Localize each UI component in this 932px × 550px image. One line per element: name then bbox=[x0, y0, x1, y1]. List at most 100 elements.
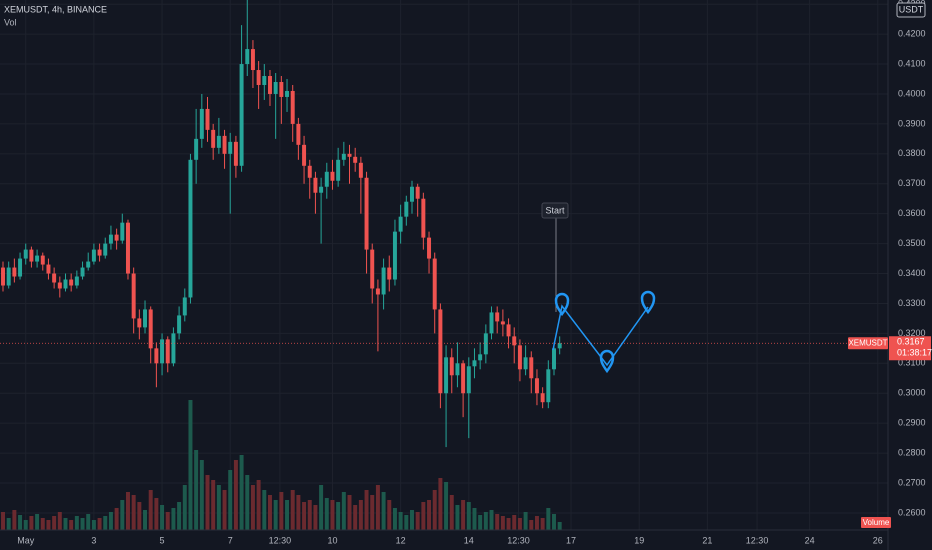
candle-body bbox=[228, 141, 233, 154]
volume-bar bbox=[375, 485, 380, 530]
volume-bar bbox=[12, 510, 17, 530]
y-tick-label: 0.4000 bbox=[898, 88, 926, 98]
y-tick-label: 0.4100 bbox=[898, 58, 926, 68]
candle-body bbox=[529, 357, 534, 379]
volume-bar bbox=[427, 500, 432, 530]
volume-bar bbox=[188, 400, 193, 530]
candle-body bbox=[478, 354, 483, 361]
volume-layer bbox=[1, 400, 562, 530]
currency-box[interactable] bbox=[896, 2, 926, 18]
candle-body bbox=[69, 279, 74, 286]
volume-bar bbox=[307, 500, 312, 530]
candle-body bbox=[160, 339, 165, 364]
volume-bar bbox=[125, 492, 130, 530]
y-tick-label: 0.3700 bbox=[898, 178, 926, 188]
volume-bar bbox=[222, 490, 227, 530]
candle-body bbox=[6, 267, 11, 286]
volume-bar bbox=[97, 518, 102, 530]
volume-bar bbox=[52, 516, 57, 530]
volume-bar bbox=[228, 470, 233, 530]
candle-body bbox=[285, 90, 290, 97]
volume-bar bbox=[466, 502, 471, 530]
volume-bar bbox=[461, 500, 466, 530]
candle-body bbox=[353, 156, 358, 163]
volume-bar bbox=[86, 514, 91, 530]
candle-body bbox=[500, 321, 505, 325]
y-tick-label: 0.3600 bbox=[898, 208, 926, 218]
candle-body bbox=[506, 324, 511, 337]
volume-bar bbox=[387, 500, 392, 530]
volume-bar bbox=[546, 508, 551, 530]
candle-body bbox=[143, 309, 148, 328]
volume-bar bbox=[324, 498, 329, 530]
volume-bar bbox=[517, 518, 522, 530]
y-tick-label: 0.2600 bbox=[898, 507, 926, 517]
candle-body bbox=[557, 343, 562, 349]
candle-body bbox=[12, 267, 17, 277]
volume-bar bbox=[211, 480, 216, 530]
candle-body bbox=[137, 318, 142, 328]
x-tick-label: 10 bbox=[327, 535, 337, 545]
volume-bar bbox=[421, 502, 426, 530]
volume-bar bbox=[449, 495, 454, 530]
candle-body bbox=[120, 222, 125, 241]
candle-body bbox=[91, 249, 96, 262]
symbol-tag-label: XEMUSDT bbox=[848, 338, 887, 347]
candle-body bbox=[512, 336, 517, 346]
candle-body bbox=[97, 249, 102, 256]
candle-body bbox=[461, 363, 466, 394]
candle-body bbox=[546, 369, 551, 403]
x-tick-label: 12:30 bbox=[269, 535, 292, 545]
currency-label[interactable]: USDT bbox=[899, 4, 924, 14]
candle-body bbox=[46, 264, 51, 274]
candle-body bbox=[438, 309, 443, 394]
candle-body bbox=[250, 49, 255, 71]
projection-path bbox=[552, 304, 649, 367]
volume-bar bbox=[290, 490, 295, 530]
volume-bar bbox=[165, 512, 170, 530]
volume-tag bbox=[861, 517, 891, 528]
volume-bar bbox=[444, 482, 449, 530]
candle-body bbox=[108, 234, 113, 244]
y-tick-label: 0.3800 bbox=[898, 148, 926, 158]
candle-body bbox=[444, 357, 449, 394]
candle-body bbox=[370, 249, 375, 289]
volume-bar bbox=[120, 500, 125, 530]
candle-body bbox=[347, 153, 352, 157]
volume-bar bbox=[182, 485, 187, 530]
volume-bar bbox=[46, 520, 51, 530]
volume-bar bbox=[63, 518, 68, 530]
chart-title: XEMUSDT, 4h, BINANCE bbox=[4, 4, 107, 14]
candle-body bbox=[165, 339, 170, 364]
volume-bar bbox=[29, 516, 34, 530]
candle-body bbox=[307, 165, 312, 178]
volume-bar bbox=[404, 515, 409, 530]
volume-bar bbox=[239, 455, 244, 530]
candle-body bbox=[364, 177, 369, 250]
candle-body bbox=[449, 357, 454, 376]
candle-body bbox=[273, 81, 278, 94]
x-tick-label: 7 bbox=[228, 535, 233, 545]
candle-body bbox=[398, 216, 403, 232]
volume-bar bbox=[296, 495, 301, 530]
candle-body bbox=[540, 393, 545, 403]
candle-body bbox=[296, 123, 301, 145]
volume-bar bbox=[143, 510, 148, 530]
volume-bar bbox=[148, 490, 153, 530]
candle-body bbox=[466, 366, 471, 394]
y-tick-label: 0.3500 bbox=[898, 238, 926, 248]
y-tick-label: 0.3000 bbox=[898, 388, 926, 398]
volume-bar bbox=[302, 502, 307, 530]
candle-body bbox=[154, 348, 159, 364]
candle-body bbox=[534, 378, 539, 394]
volume-indicator-name: Vol bbox=[4, 17, 17, 27]
candle-body bbox=[222, 135, 227, 154]
candle-body bbox=[80, 267, 85, 277]
candle-body bbox=[415, 186, 420, 199]
candle-body bbox=[188, 159, 193, 298]
candle-body bbox=[392, 231, 397, 280]
volume-bar bbox=[216, 485, 221, 530]
volume-bar bbox=[285, 500, 290, 530]
volume-bar bbox=[410, 510, 414, 530]
